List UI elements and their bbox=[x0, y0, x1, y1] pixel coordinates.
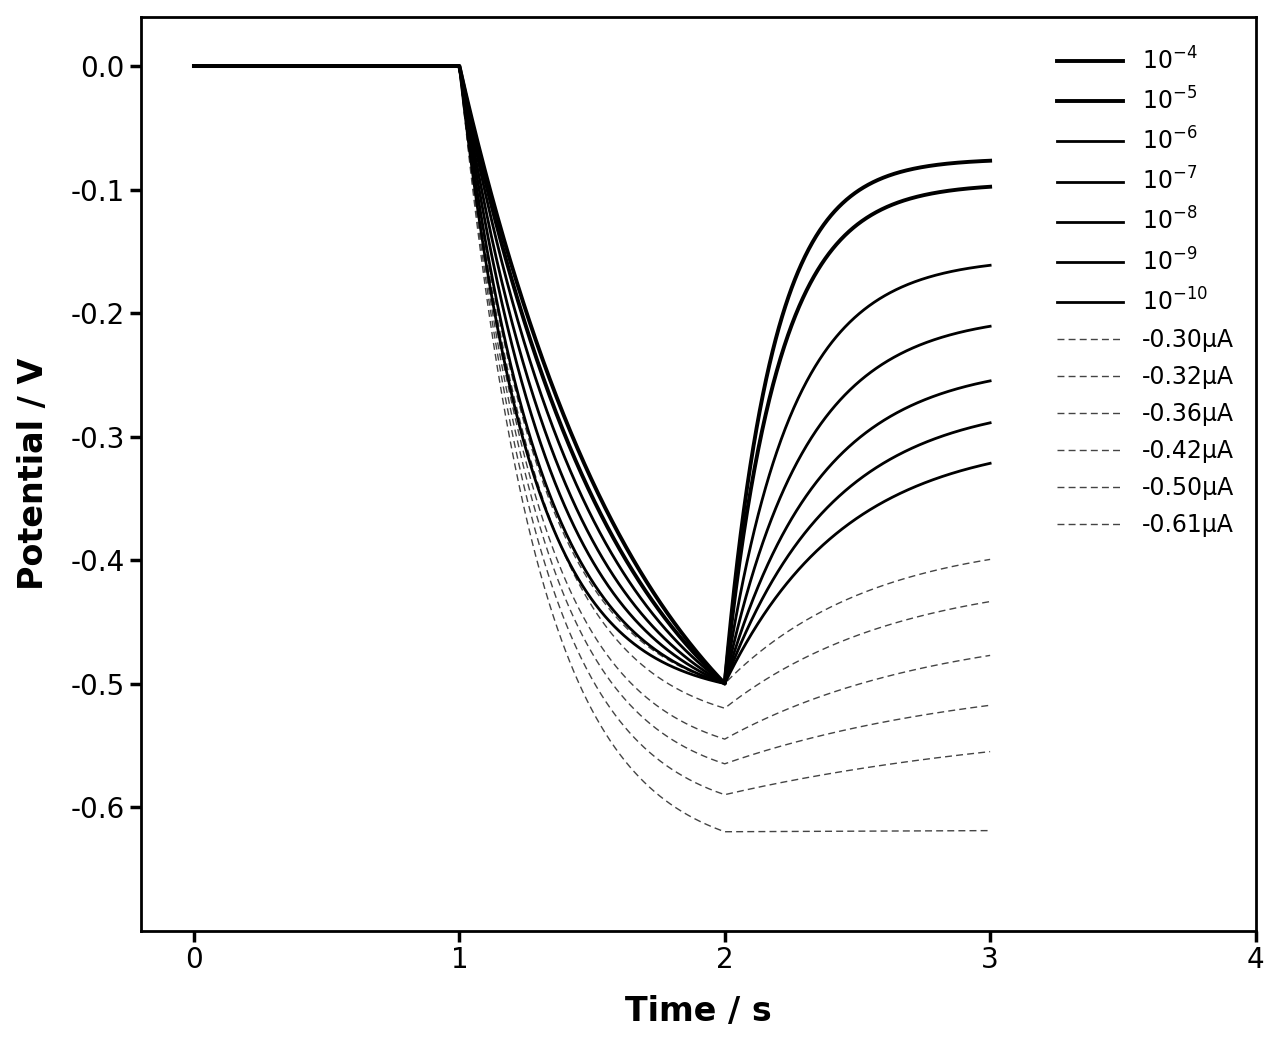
Y-axis label: Potential / V: Potential / V bbox=[17, 357, 50, 589]
Legend: $10^{-4}$, $10^{-5}$, $10^{-6}$, $10^{-7}$, $10^{-8}$, $10^{-9}$, $10^{-10}$, -0: $10^{-4}$, $10^{-5}$, $10^{-6}$, $10^{-7… bbox=[1048, 38, 1244, 547]
X-axis label: Time / s: Time / s bbox=[625, 995, 771, 1028]
